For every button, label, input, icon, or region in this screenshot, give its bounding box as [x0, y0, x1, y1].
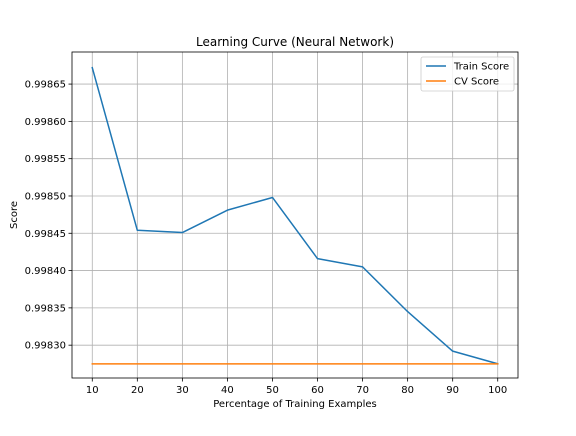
x-axis-ticks: 10 20 30 40 50 60 70 80 90 100: [86, 378, 507, 396]
series-lines: [91, 66, 499, 365]
chart-title: Learning Curve (Neural Network): [196, 35, 394, 49]
y-tick-label: 0.99840: [25, 266, 66, 277]
grid: [72, 52, 518, 378]
y-tick-label: 0.99855: [25, 154, 66, 165]
x-axis-label: Percentage of Training Examples: [213, 399, 376, 410]
x-tick-label: 100: [488, 385, 507, 396]
y-axis-ticks: 0.99830 0.99835 0.99840 0.99845 0.99850 0.998…: [25, 80, 72, 352]
y-tick-label: 0.99860: [25, 117, 66, 128]
legend-label-train-score: Train Score: [453, 62, 509, 73]
x-tick-label: 90: [446, 385, 459, 396]
x-tick-label: 30: [176, 385, 189, 396]
plot-area-frame: [71, 51, 519, 379]
x-tick-label: 60: [311, 385, 324, 396]
legend: Train Score CV Score: [420, 56, 515, 92]
x-tick-label: 80: [401, 385, 414, 396]
x-tick-label: 10: [86, 385, 99, 396]
y-tick-label: 0.99865: [25, 80, 66, 91]
x-tick-label: 20: [131, 385, 144, 396]
y-axis-label: Score: [9, 201, 20, 229]
x-tick-label: 70: [356, 385, 369, 396]
series-line-train-score: [91, 66, 499, 365]
x-tick-label: 50: [266, 385, 279, 396]
x-tick-label: 40: [221, 385, 234, 396]
legend-label-cv-score: CV Score: [454, 77, 499, 88]
y-tick-label: 0.99830: [25, 341, 66, 352]
y-tick-label: 0.99850: [25, 191, 66, 202]
y-tick-label: 0.99845: [25, 229, 66, 240]
y-tick-label: 0.99835: [25, 303, 66, 314]
